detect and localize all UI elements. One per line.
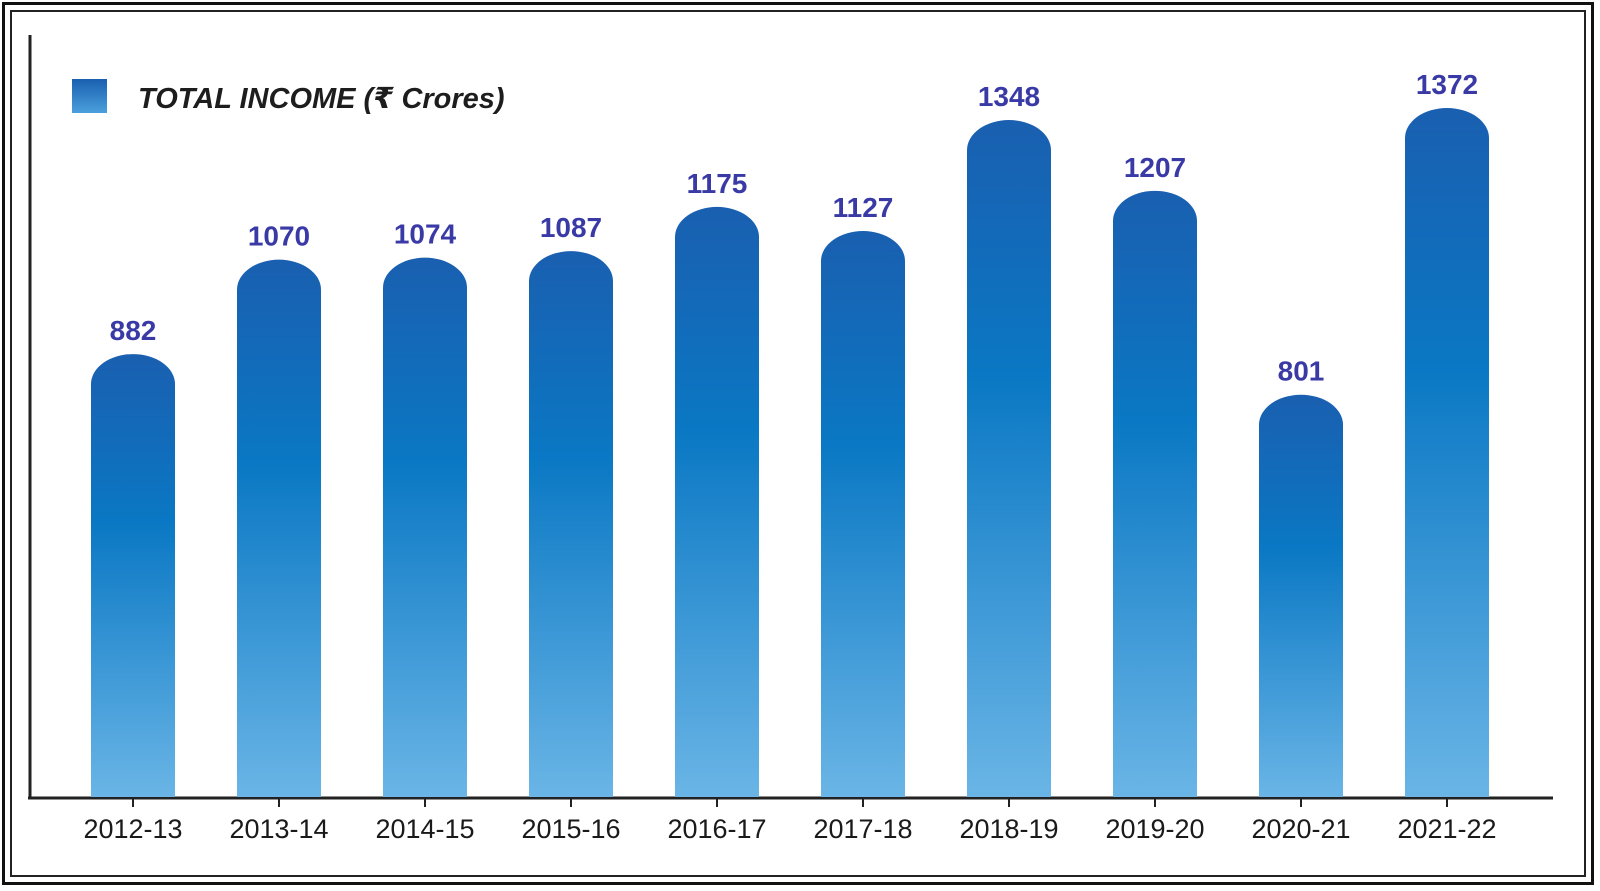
value-label-2013-14: 1070 (248, 221, 310, 252)
x-tick-label-2019-20: 2019-20 (1105, 814, 1204, 844)
value-label-2019-20: 1207 (1124, 152, 1186, 183)
x-tick-label-2014-15: 2014-15 (375, 814, 474, 844)
value-labels-group: 882 1070 1074 1087 1175 1127 1348 1207 801 1372 (110, 69, 1479, 387)
x-tick-label-2018-19: 2018-19 (959, 814, 1058, 844)
x-tick-label-2013-14: 2013-14 (229, 814, 328, 844)
bar-2019-20 (1113, 190, 1197, 798)
legend-swatch (72, 79, 107, 113)
x-tick-labels-group: 2012-13 2013-14 2014-15 2015-16 2016-17 2017-… (83, 814, 1496, 844)
x-ticks-group (132, 797, 1448, 807)
x-tick-label-2017-18: 2017-18 (813, 814, 912, 844)
x-tick-label-2016-17: 2016-17 (667, 814, 766, 844)
value-label-2015-16: 1087 (540, 212, 602, 243)
bar-2012-13 (91, 354, 175, 797)
x-tick-label-2021-22: 2021-22 (1397, 814, 1496, 844)
legend: TOTAL INCOME (₹ Crores) (72, 79, 505, 115)
bar-2015-16 (529, 251, 613, 797)
x-tick-label-2015-16: 2015-16 (521, 814, 620, 844)
value-label-2014-15: 1074 (394, 219, 457, 250)
value-label-2012-13: 882 (110, 315, 157, 346)
bar-2021-22 (1405, 108, 1489, 797)
bar-2020-21 (1259, 394, 1343, 797)
bar-2018-19 (967, 120, 1051, 797)
bar-2017-18 (821, 231, 905, 797)
value-label-2016-17: 1175 (687, 168, 748, 199)
value-label-2018-19: 1348 (978, 81, 1040, 112)
inner-frame (10, 10, 1586, 877)
bars-group (91, 108, 1489, 798)
x-tick-label-2020-21: 2020-21 (1251, 814, 1350, 844)
x-tick-label-2012-13: 2012-13 (83, 814, 182, 844)
bar-2014-15 (383, 257, 467, 797)
legend-label: TOTAL INCOME (₹ Crores) (138, 83, 505, 115)
value-label-2020-21: 801 (1278, 356, 1325, 387)
bar-2013-14 (237, 259, 321, 797)
value-label-2021-22: 1372 (1416, 69, 1478, 100)
bar-2016-17 (675, 206, 759, 797)
value-label-2017-18: 1127 (833, 192, 894, 223)
